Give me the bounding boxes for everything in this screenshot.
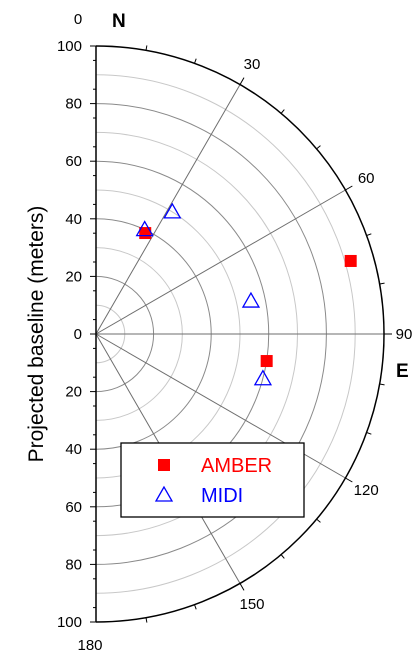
angle-tick xyxy=(145,617,148,623)
angle-label: 30 xyxy=(244,56,261,73)
radial-tick-label: 40 xyxy=(65,211,82,228)
angle-tick xyxy=(316,145,321,150)
radial-tick-label: 80 xyxy=(65,96,82,113)
angle-tick xyxy=(280,109,285,114)
radial-tick-label: 100 xyxy=(57,614,82,631)
y-axis-title: Projected baseline (meters) xyxy=(25,206,48,463)
radial-tick-label: 20 xyxy=(65,268,82,285)
angle-tick xyxy=(345,477,353,483)
angle-tick xyxy=(379,282,385,285)
angle-tick xyxy=(194,604,197,610)
midi-point xyxy=(163,202,182,219)
angle-label: 60 xyxy=(358,170,375,187)
midi-point xyxy=(241,291,261,308)
angle-tick xyxy=(316,518,321,523)
angle-label: 120 xyxy=(354,482,379,499)
legend-label-midi: MIDI xyxy=(201,485,243,507)
radial-tick-label: 20 xyxy=(65,384,82,401)
angle-label: 180 xyxy=(77,637,102,654)
amber-point xyxy=(344,254,357,267)
radial-tick-label: 80 xyxy=(65,556,82,573)
angle-label: 90 xyxy=(396,326,413,343)
legend-marker-amber xyxy=(158,459,170,471)
angle-labels: 0 30 60 90 120 150 180 xyxy=(74,11,413,654)
legend: AMBER MIDI xyxy=(120,442,305,518)
midi-point xyxy=(253,369,273,386)
radial-tick-label: 60 xyxy=(65,153,82,170)
legend-label-amber: AMBER xyxy=(201,455,272,477)
angle-tick xyxy=(239,583,245,591)
data-points xyxy=(135,202,357,386)
radial-tick-label: 0 xyxy=(74,326,82,343)
grid-spoke xyxy=(95,189,346,335)
amber-point xyxy=(260,355,273,368)
angle-label: 0 xyxy=(74,11,82,28)
north-label: N xyxy=(112,11,126,32)
radial-ticks: 100 80 60 40 20 0 20 40 60 80 100 xyxy=(57,38,96,631)
radial-tick-label: 40 xyxy=(65,441,82,458)
east-label: E xyxy=(396,361,409,382)
midi-point xyxy=(135,220,154,237)
angle-tick xyxy=(366,233,372,236)
legend-box xyxy=(120,442,305,518)
radial-tick-label: 100 xyxy=(57,38,82,55)
legend-marker-midi xyxy=(154,485,174,502)
angle-tick xyxy=(379,383,385,386)
angle-label: 150 xyxy=(239,596,264,613)
angle-tick xyxy=(145,45,148,51)
angle-tick xyxy=(194,58,197,64)
radial-tick-label: 60 xyxy=(65,499,82,516)
angle-tick xyxy=(239,77,245,85)
angle-tick xyxy=(345,185,353,191)
angle-tick xyxy=(366,432,372,435)
angle-tick xyxy=(280,554,285,559)
grid-spoke xyxy=(95,84,241,335)
